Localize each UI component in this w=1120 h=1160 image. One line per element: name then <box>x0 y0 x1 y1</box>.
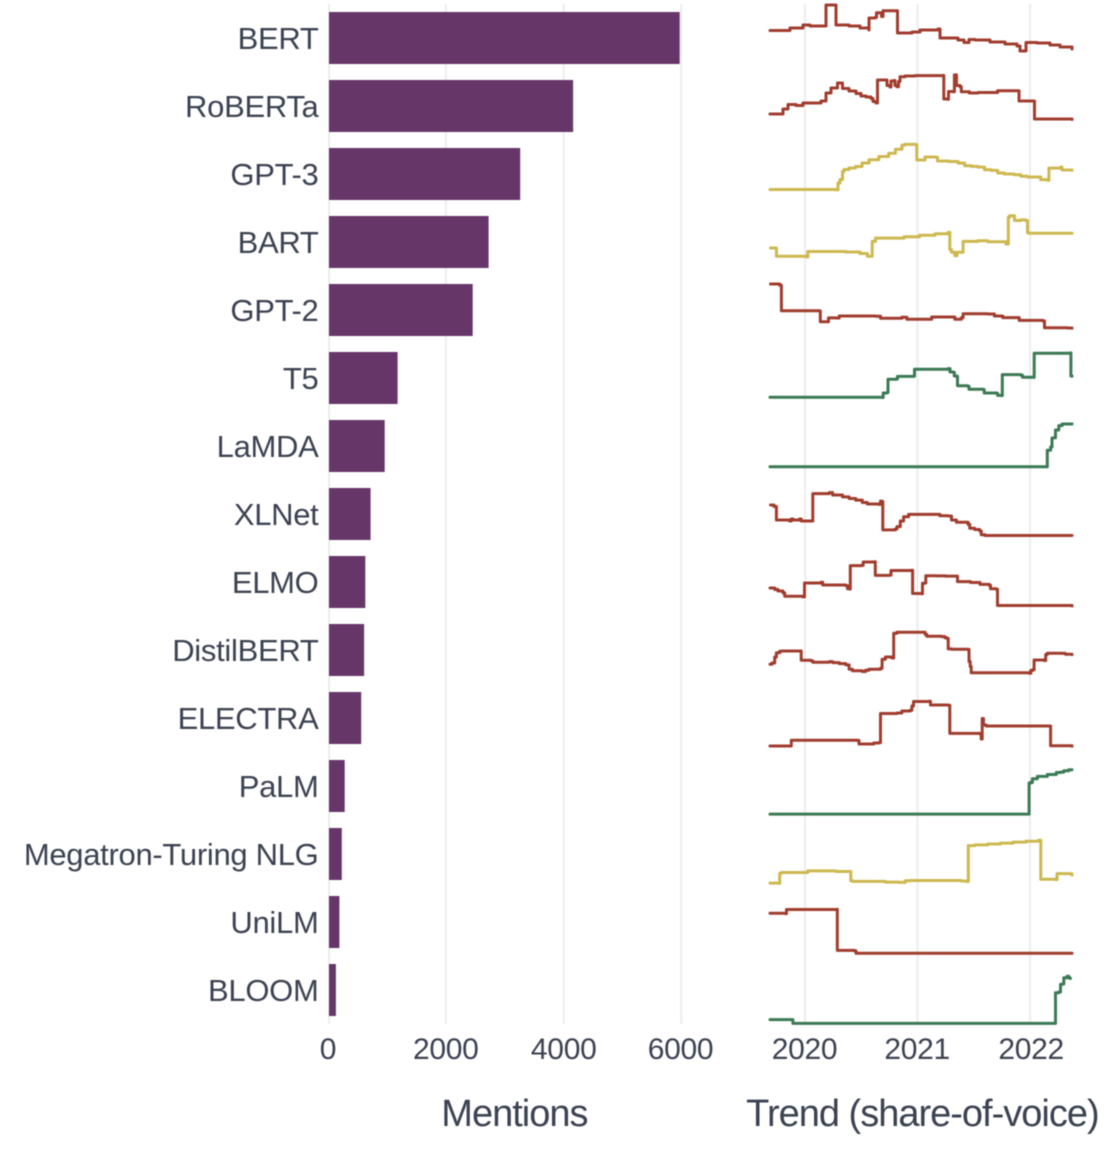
svg-text:2020: 2020 <box>772 1033 838 1066</box>
svg-text:BLOOM: BLOOM <box>208 973 318 1008</box>
svg-text:Mentions: Mentions <box>441 1093 587 1135</box>
svg-text:6000: 6000 <box>648 1033 714 1066</box>
svg-text:Megatron-Turing NLG: Megatron-Turing NLG <box>24 837 319 872</box>
svg-text:DistilBERT: DistilBERT <box>172 633 319 668</box>
svg-text:PaLM: PaLM <box>239 769 319 804</box>
svg-text:GPT-2: GPT-2 <box>230 293 318 328</box>
svg-text:UniLM: UniLM <box>230 905 318 940</box>
svg-text:BART: BART <box>238 225 319 260</box>
svg-text:0: 0 <box>320 1033 336 1066</box>
svg-text:Trend (share-of-voice): Trend (share-of-voice) <box>746 1093 1099 1135</box>
svg-text:2000: 2000 <box>413 1033 479 1066</box>
svg-text:ELECTRA: ELECTRA <box>178 701 320 736</box>
svg-text:2021: 2021 <box>884 1033 950 1066</box>
svg-text:ELMO: ELMO <box>232 565 319 600</box>
svg-text:T5: T5 <box>283 361 319 396</box>
svg-text:LaMDA: LaMDA <box>217 429 319 464</box>
svg-text:RoBERTa: RoBERTa <box>185 89 320 124</box>
svg-text:XLNet: XLNet <box>234 497 319 532</box>
svg-text:2022: 2022 <box>998 1033 1064 1066</box>
svg-text:GPT-3: GPT-3 <box>230 157 318 192</box>
svg-text:4000: 4000 <box>531 1033 597 1066</box>
svg-text:BERT: BERT <box>238 21 319 56</box>
